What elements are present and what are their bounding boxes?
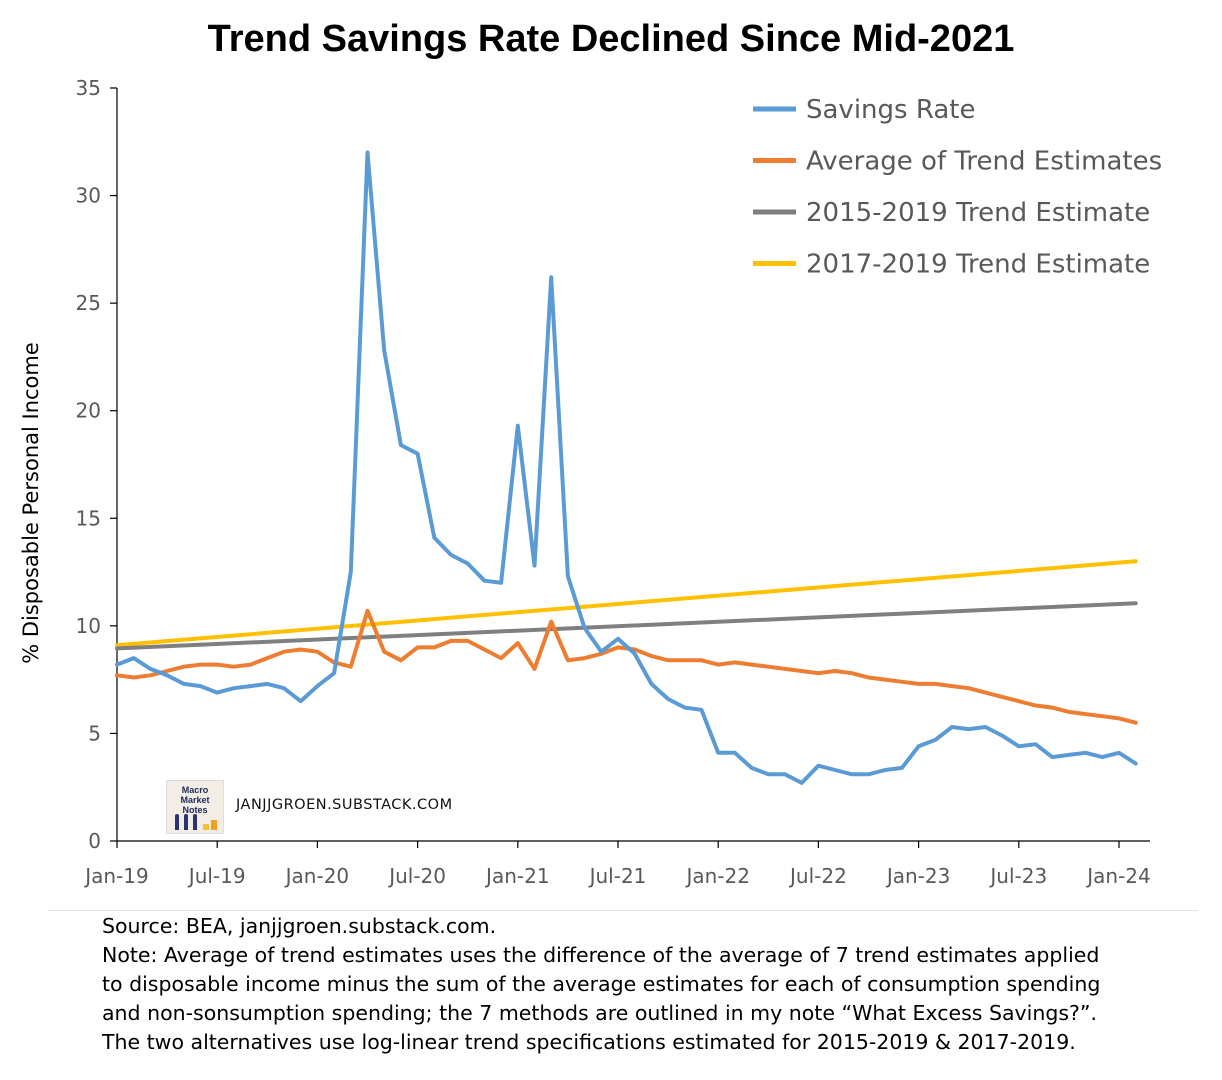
legend: Savings Rate Average of Trend Estimates 20… — [753, 95, 1162, 280]
logo-figure — [175, 814, 179, 830]
logo-bar — [211, 820, 217, 830]
logo-bar — [203, 824, 209, 830]
x-tick-label: Jan-22 — [684, 864, 750, 888]
y-tick-label: 35 — [76, 76, 101, 100]
source-note: Source: BEA, janjjgroen.substack.com. — [102, 914, 497, 938]
x-tick-label: Jan-23 — [885, 864, 951, 888]
note-line: Note: Average of trend estimates uses th… — [102, 943, 1100, 967]
x-tick-label: Jul-19 — [187, 864, 246, 888]
series-line — [115, 601, 1138, 651]
logo: Macro Market Notes — [166, 780, 224, 834]
chart-title: Trend Savings Rate Declined Since Mid-20… — [207, 18, 1015, 60]
x-tick-label: Jan-20 — [284, 864, 350, 888]
series-line — [115, 150, 1138, 785]
y-tick-label: 25 — [76, 291, 101, 315]
legend-label: 2015-2019 Trend Estimate — [806, 198, 1150, 228]
notes: Source: BEA, janjjgroen.substack.com. No… — [102, 912, 1212, 1057]
x-tick-label: Jan-24 — [1085, 864, 1151, 888]
axes: 0 5 10 15 20 25 30 35 Jan-19 Jul-19 Jan-20 Jul-20 Ja… — [76, 76, 1151, 888]
note-line: to disposable income minus the sum of th… — [102, 972, 1101, 996]
y-axis-label: % Disposable Personal Income — [19, 342, 43, 664]
y-tick-label: 15 — [76, 506, 101, 530]
legend-label: 2017-2019 Trend Estimate — [806, 250, 1150, 280]
legend-label: Average of Trend Estimates — [806, 147, 1162, 177]
y-tick-label: 30 — [76, 184, 101, 208]
note-line: and non-sonsumption spending; the 7 meth… — [102, 1001, 1098, 1025]
x-tick-label: Jul-20 — [387, 864, 446, 888]
legend-label: Savings Rate — [806, 95, 975, 125]
series-layer — [115, 150, 1138, 785]
x-tick-label: Jan-21 — [484, 864, 550, 888]
x-tick-label: Jul-22 — [788, 864, 847, 888]
logo-figure — [184, 814, 188, 830]
y-tick-label: 20 — [76, 399, 101, 423]
x-tick-label: Jul-23 — [988, 864, 1047, 888]
logo-text: Macro Market Notes — [180, 785, 210, 815]
y-tick-label: 10 — [76, 614, 101, 638]
logo-figure — [193, 814, 197, 830]
chart-area: 0 5 10 15 20 25 30 35 Jan-19 Jul-19 Jan-20 Jul-20 Ja… — [19, 76, 1162, 888]
x-tick-label: Jan-19 — [83, 864, 149, 888]
series-line — [115, 559, 1138, 648]
x-tick-label: Jul-21 — [588, 864, 647, 888]
note-line: The two alternatives use log-linear tren… — [102, 1030, 1076, 1054]
separator — [48, 910, 1198, 911]
y-tick-label: 5 — [88, 721, 101, 745]
watermark-site: JANJJGROEN.SUBSTACK.COM — [236, 797, 453, 813]
y-tick-label: 0 — [88, 829, 101, 853]
